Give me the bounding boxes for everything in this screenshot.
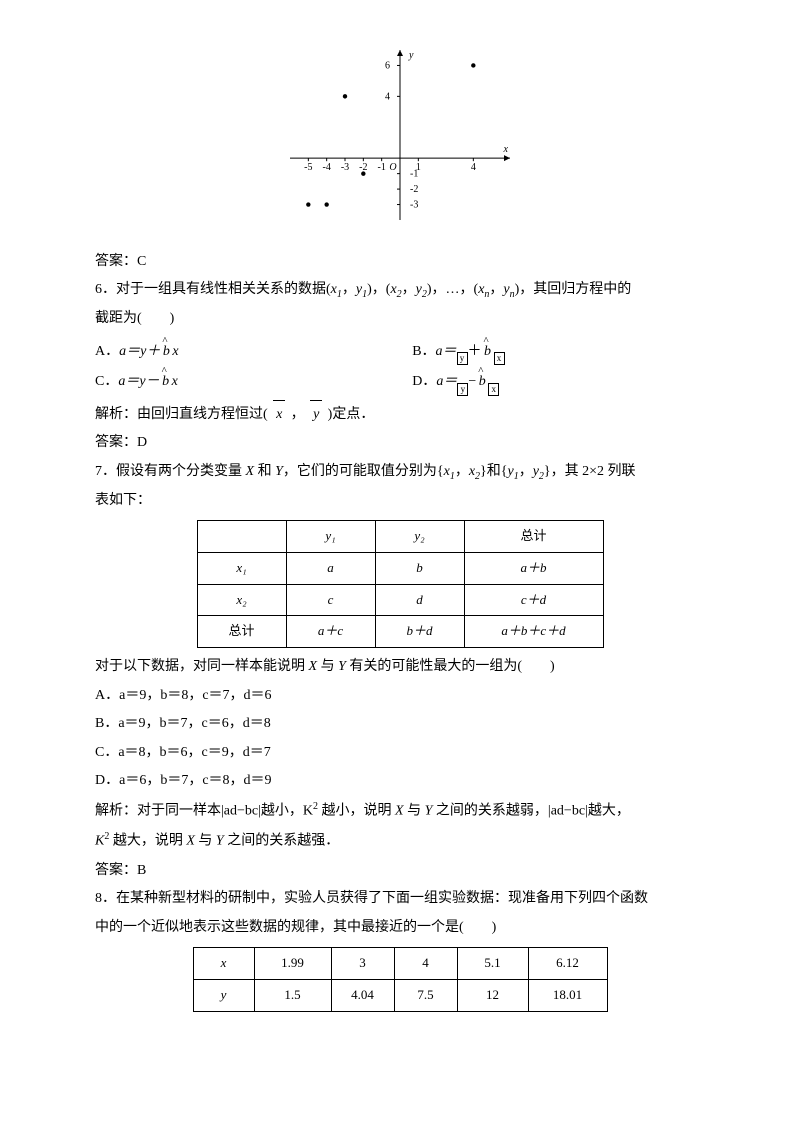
q7-num: 7． bbox=[95, 464, 116, 479]
svg-text:-3: -3 bbox=[410, 200, 418, 211]
q6-D-hat: ^b bbox=[476, 369, 488, 396]
svg-text:6: 6 bbox=[385, 60, 390, 71]
q7-pb: 与 bbox=[317, 659, 338, 674]
q6-B-x: x bbox=[494, 352, 505, 365]
q7-pa: 对于以下数据，对同一样本能说明 bbox=[95, 659, 309, 674]
q6-a: 对于一组具有线性相关关系的数据( bbox=[116, 282, 331, 297]
q6-expl-x: x bbox=[276, 407, 282, 422]
q6-optB: B． a＝ y ＋ ^b x bbox=[412, 339, 705, 366]
q6-c2: ， bbox=[402, 282, 416, 297]
q7-optA: A．a＝9，b＝8，c＝7，d＝6 bbox=[95, 683, 705, 710]
q6-D-x: x bbox=[488, 383, 499, 396]
q6-expl-b: )定点． bbox=[328, 407, 375, 422]
svg-text:4: 4 bbox=[385, 91, 390, 102]
q7-expl: 解析：对于同一样本|ad−bc|越小，K2 越小，说明 X 与 Y 之间的关系越… bbox=[95, 797, 705, 825]
q7-optB: B．a＝9，b＝7，c＝6，d＝8 bbox=[95, 711, 705, 738]
q6-number: 6． bbox=[95, 282, 116, 297]
q6-expl-a: 解析：由回归直线方程恒过( bbox=[95, 407, 268, 422]
q6-c: )，…，( bbox=[427, 282, 478, 297]
q6-c3: ， bbox=[489, 282, 503, 297]
q6-C-hat: ^b bbox=[160, 369, 172, 396]
q6-A-x: x bbox=[172, 339, 178, 366]
q6-answer: 答案：D bbox=[95, 430, 705, 457]
q7-ee: K bbox=[95, 834, 104, 849]
q6-expl-sep: ， bbox=[291, 407, 305, 422]
q7-stem2: 表如下： bbox=[95, 488, 705, 515]
q6-expl-xbar: x bbox=[271, 402, 287, 429]
svg-text:-5: -5 bbox=[304, 162, 312, 173]
q5-answer: 答案：C bbox=[95, 249, 705, 276]
q6-C-x: x bbox=[172, 369, 178, 396]
q7-post: 对于以下数据，对同一样本能说明 X 与 Y 有关的可能性最大的一组为( ) bbox=[95, 654, 705, 681]
q7-Y: Y bbox=[275, 464, 283, 479]
q7-X: X bbox=[246, 464, 255, 479]
scatter-svg: -5-4-3-2-114-3-2-146Oxy bbox=[280, 40, 520, 230]
q6-C-pre: C． bbox=[95, 369, 118, 396]
svg-text:-1: -1 bbox=[410, 169, 418, 180]
q6-options: A． a＝y＋ ^b x C． a＝y－ ^b x B． a＝ y ＋ ^b x bbox=[95, 335, 705, 400]
q6-stem: 6．对于一组具有线性相关关系的数据(x1，y1)，(x2，y2)，…，(xn，y… bbox=[95, 277, 705, 304]
q6-D-y: y bbox=[457, 383, 468, 396]
q7-eY2: Y bbox=[216, 834, 224, 849]
q7-d: }，其 2×2 列联 bbox=[544, 464, 636, 479]
q8-num: 8． bbox=[95, 891, 116, 906]
q7-ef: 越大，说明 bbox=[109, 834, 186, 849]
q6-B-eq: a＝ bbox=[436, 339, 457, 366]
q6-D-eq: a＝ bbox=[436, 369, 457, 396]
q7-expl2: K2 越大，说明 X 与 Y 之间的关系越强． bbox=[95, 827, 705, 855]
svg-text:x: x bbox=[503, 144, 509, 155]
q7-eg: 与 bbox=[195, 834, 216, 849]
q6-d: )，其回归方程中的 bbox=[515, 282, 632, 297]
q6-expl: 解析：由回归直线方程恒过( x ， y )定点． bbox=[95, 402, 705, 429]
q7-he: 和 bbox=[254, 464, 275, 479]
q6-D-pre: D． bbox=[412, 369, 436, 396]
q7-a: 假设有两个分类变量 bbox=[116, 464, 246, 479]
svg-text:-1: -1 bbox=[377, 162, 385, 173]
q6-optD: D． a＝ y − ^b x bbox=[412, 369, 705, 396]
q6-stem2: 截距为( ) bbox=[95, 306, 705, 333]
q6-A-eq: a＝y＋ bbox=[119, 339, 160, 366]
q7-eX2: X bbox=[186, 834, 195, 849]
q7-eb: 越小，说明 bbox=[318, 804, 395, 819]
scatter-chart: -5-4-3-2-114-3-2-146Oxy bbox=[95, 40, 705, 241]
q7-stem: 7．假设有两个分类变量 X 和 Y，它们的可能取值分别为{x1，x2}和{y1，… bbox=[95, 459, 705, 486]
q7-eX: X bbox=[395, 804, 404, 819]
q7-ea: 解析：对于同一样本|ad−bc|越小，K bbox=[95, 804, 313, 819]
q7-contingency-table: y₁y₂总计x₁aba＋bx₂cdc＋d总计a＋cb＋da＋b＋c＋d bbox=[197, 520, 604, 648]
svg-text:-2: -2 bbox=[410, 184, 418, 195]
q7-b: ，它们的可能取值分别为{ bbox=[283, 464, 444, 479]
q8-a: 在某种新型材料的研制中，实验人员获得了下面一组实验数据：现准备用下列四个函数 bbox=[116, 891, 648, 906]
svg-text:-3: -3 bbox=[341, 162, 349, 173]
q7-c: }和{ bbox=[480, 464, 507, 479]
q7-Y2: Y bbox=[338, 659, 346, 674]
q6-c1: ， bbox=[342, 282, 356, 297]
q8-stem: 8．在某种新型材料的研制中，实验人员获得了下面一组实验数据：现准备用下列四个函数 bbox=[95, 886, 705, 913]
svg-text:-4: -4 bbox=[322, 162, 330, 173]
q6-A-pre: A． bbox=[95, 339, 119, 366]
q7-c2: ， bbox=[519, 464, 533, 479]
q6-expl-y: y bbox=[313, 407, 319, 422]
q7-c1: ， bbox=[455, 464, 469, 479]
q6-C-eq: a＝y－ bbox=[118, 369, 159, 396]
q7-eh: 之间的关系越强． bbox=[224, 834, 340, 849]
svg-text:4: 4 bbox=[471, 162, 476, 173]
svg-text:O: O bbox=[389, 162, 396, 173]
q6-b: )，( bbox=[367, 282, 390, 297]
q6-B-y: y bbox=[457, 352, 468, 365]
q8-data-table: x1.99345.16.12y1.54.047.51218.01 bbox=[193, 947, 608, 1011]
q8-stem2: 中的一个近似地表示这些数据的规律，其中最接近的一个是( ) bbox=[95, 915, 705, 942]
q7-answer: 答案：B bbox=[95, 858, 705, 885]
q7-optD: D．a＝6，b＝7，c＝8，d＝9 bbox=[95, 768, 705, 795]
q7-ed: 之间的关系越弱，|ad−bc|越大， bbox=[432, 804, 629, 819]
q7-X2: X bbox=[309, 659, 318, 674]
q7-ec: 与 bbox=[404, 804, 425, 819]
q6-optA: A． a＝y＋ ^b x bbox=[95, 339, 412, 366]
q6-B-pre: B． bbox=[412, 339, 435, 366]
q6-optC: C． a＝y－ ^b x bbox=[95, 369, 412, 396]
svg-text:y: y bbox=[408, 50, 414, 61]
q7-optC: C．a＝8，b＝6，c＝9，d＝7 bbox=[95, 740, 705, 767]
q6-expl-ybar: y bbox=[308, 402, 324, 429]
q7-pc: 有关的可能性最大的一组为( ) bbox=[346, 659, 555, 674]
q6-D-minus: − bbox=[468, 369, 476, 396]
